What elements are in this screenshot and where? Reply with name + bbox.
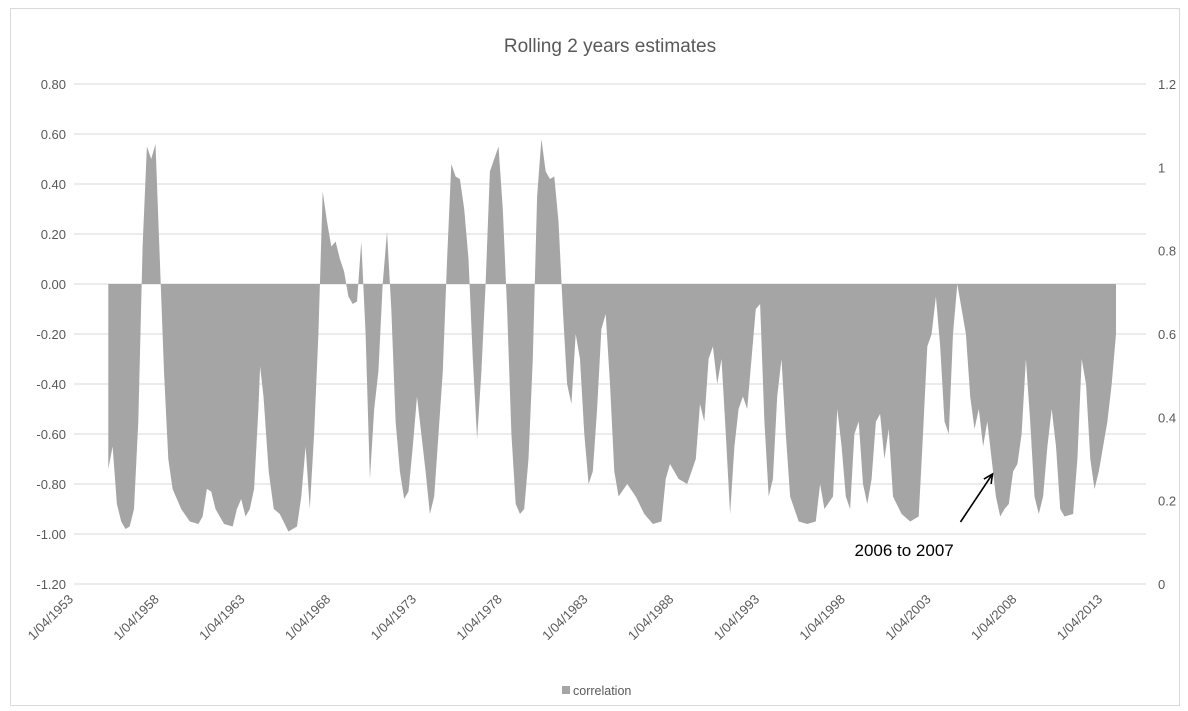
y-right-tick-label: 0.8 xyxy=(1158,244,1176,259)
x-tick-label: 1/04/1953 xyxy=(25,592,77,644)
x-tick-label: 1/04/1988 xyxy=(625,592,677,644)
annotation-text: 2006 to 2007 xyxy=(854,541,953,560)
y-right-tick-label: 0.6 xyxy=(1158,327,1176,342)
annotation-arrow xyxy=(959,473,994,523)
area-layer xyxy=(108,139,1117,532)
y-left-tick-label: -0.20 xyxy=(36,327,66,342)
legend-label: correlation xyxy=(573,684,631,698)
x-tick-label: 1/04/1963 xyxy=(196,592,248,644)
x-tick-label: 1/04/2008 xyxy=(968,592,1020,644)
y-right-tick-label: 0 xyxy=(1158,577,1165,592)
x-tick-label: 1/04/2003 xyxy=(882,592,934,644)
x-tick-label: 1/04/1998 xyxy=(796,592,848,644)
y-right-tick-label: 1 xyxy=(1158,160,1165,175)
y-left-tick-label: -1.00 xyxy=(36,527,66,542)
legend: correlation xyxy=(562,684,631,698)
y-left-tick-label: 0.20 xyxy=(41,227,66,242)
y-left-tick-label: -1.20 xyxy=(36,577,66,592)
x-tick-label: 1/04/1983 xyxy=(539,592,591,644)
y-left-tick-label: 0.40 xyxy=(41,177,66,192)
y-right-tick-label: 0.4 xyxy=(1158,410,1176,425)
annotation-layer: 2006 to 2007 xyxy=(854,472,994,560)
chart-title: Rolling 2 years estimates xyxy=(504,36,716,57)
x-tick-label: 1/04/1958 xyxy=(110,592,162,644)
legend-swatch xyxy=(562,686,570,694)
x-tick-label: 1/04/1968 xyxy=(282,592,334,644)
x-tick-label: 1/04/1978 xyxy=(453,592,505,644)
y-right-tick-label: 0.2 xyxy=(1158,494,1176,509)
chart-frame xyxy=(10,8,1180,706)
y-left-tick-label: -0.60 xyxy=(36,427,66,442)
y-right-tick-label: 1.2 xyxy=(1158,77,1176,92)
y-left-tick-label: -0.80 xyxy=(36,477,66,492)
y-left-tick-label: 0.80 xyxy=(41,77,66,92)
y-left-tick-label: 0.60 xyxy=(41,127,66,142)
x-tick-label: 1/04/1973 xyxy=(368,592,420,644)
y-left-tick-label: 0.00 xyxy=(41,277,66,292)
y-left-tick-label: -0.40 xyxy=(36,377,66,392)
annotation-arrowhead xyxy=(983,472,994,485)
x-tick-label: 1/04/1993 xyxy=(711,592,763,644)
x-tick-label: 1/04/2013 xyxy=(1054,592,1106,644)
area-series-correlation xyxy=(108,139,1117,532)
